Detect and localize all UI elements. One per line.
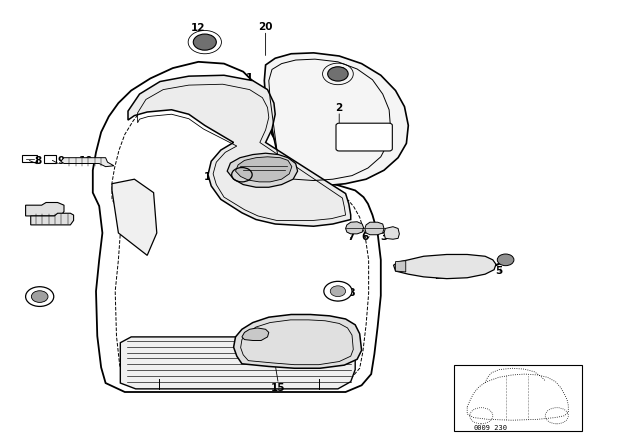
Polygon shape: [112, 179, 157, 255]
Polygon shape: [234, 314, 362, 368]
Text: 3: 3: [380, 233, 388, 242]
Text: 0009_230: 0009_230: [474, 424, 508, 431]
Polygon shape: [93, 62, 381, 392]
Polygon shape: [61, 158, 114, 167]
Polygon shape: [242, 328, 269, 340]
Text: 7: 7: [347, 233, 355, 242]
FancyBboxPatch shape: [336, 123, 392, 151]
Polygon shape: [396, 261, 406, 272]
Polygon shape: [26, 202, 64, 216]
Text: 5: 5: [495, 266, 503, 276]
Polygon shape: [227, 153, 298, 187]
Text: 13: 13: [332, 67, 346, 77]
Polygon shape: [346, 222, 364, 234]
Text: 11: 11: [33, 215, 47, 224]
Circle shape: [497, 254, 514, 266]
Text: 18: 18: [342, 289, 356, 298]
Text: 4: 4: [431, 271, 439, 280]
Polygon shape: [264, 53, 408, 186]
Text: 1: 1: [246, 73, 253, 83]
Text: 20: 20: [259, 22, 273, 32]
Circle shape: [328, 67, 348, 81]
Circle shape: [324, 281, 352, 301]
Text: 15: 15: [271, 383, 285, 392]
Polygon shape: [128, 75, 351, 226]
Circle shape: [330, 286, 346, 297]
Polygon shape: [31, 213, 74, 225]
Text: 17: 17: [54, 215, 68, 224]
Text: 16: 16: [204, 172, 218, 182]
Polygon shape: [394, 254, 496, 279]
Text: 2: 2: [335, 103, 343, 112]
Polygon shape: [236, 157, 292, 182]
Text: 8: 8: [35, 156, 42, 166]
Text: 10: 10: [79, 156, 93, 166]
Polygon shape: [120, 337, 355, 389]
Circle shape: [31, 291, 48, 302]
Polygon shape: [365, 222, 384, 235]
Text: 6: 6: [361, 233, 369, 242]
Polygon shape: [384, 227, 399, 239]
Text: 12: 12: [191, 23, 205, 33]
Circle shape: [26, 287, 54, 306]
Circle shape: [193, 34, 216, 50]
Text: 14: 14: [33, 291, 47, 301]
Text: 9: 9: [57, 156, 65, 166]
Text: 19: 19: [310, 342, 324, 352]
